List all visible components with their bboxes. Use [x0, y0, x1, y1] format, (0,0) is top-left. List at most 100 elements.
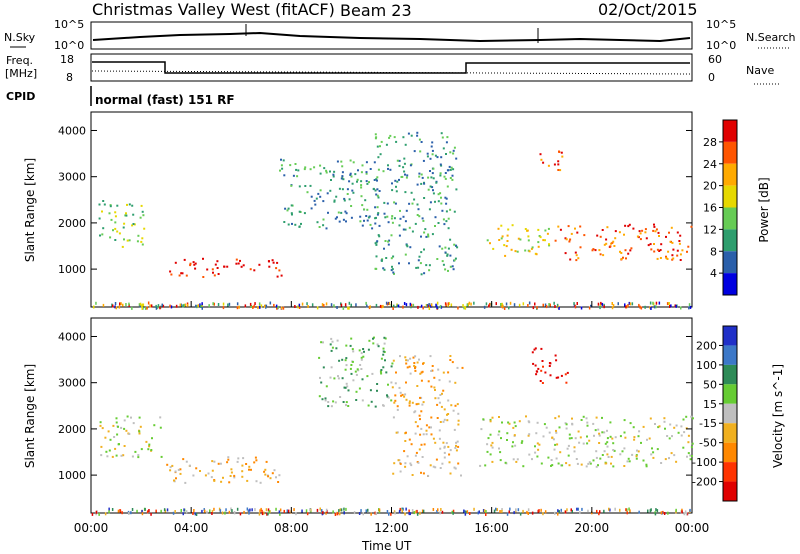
- clutter-cell: [150, 304, 153, 308]
- scatter-cell-1-3: [391, 386, 394, 389]
- clutter-cell: [193, 509, 195, 512]
- scatter-cell-1-5: [611, 437, 614, 440]
- scatter-cell-0-2: [337, 211, 340, 214]
- scatter-cell-0-3: [445, 202, 448, 205]
- scatter-cell-0-6: [653, 223, 655, 226]
- scatter-cell-1-3: [456, 403, 459, 406]
- scatter-cell-1-5: [551, 436, 554, 439]
- scatter-cell-0-3: [396, 180, 399, 183]
- scatter-cell-0-3: [440, 132, 443, 135]
- scatter-cell-1-5: [556, 443, 559, 446]
- clutter-cell: [577, 507, 579, 511]
- scatter-cell-1-5: [610, 455, 613, 458]
- scatter-cell-1-1: [253, 461, 256, 464]
- scatter-cell-0-2: [298, 225, 301, 228]
- x-tick-label: 00:00: [74, 521, 109, 535]
- scatter-cell-1-3: [417, 402, 420, 405]
- scatter-cell-1-3: [397, 459, 400, 462]
- clutter-cell: [254, 302, 256, 306]
- x-tick-label: 00:00: [675, 521, 710, 535]
- scatter-cell-0-6: [564, 237, 567, 240]
- scatter-cell-1-5: [654, 423, 656, 425]
- scatter-cell-1-5: [627, 457, 630, 460]
- clutter-cell: [639, 305, 641, 309]
- scatter-cell-1-3: [429, 464, 432, 467]
- clutter-cell: [482, 509, 485, 512]
- scatter-cell-0-6: [654, 230, 657, 233]
- scatter-cell-1-2: [322, 366, 325, 369]
- clutter-cell: [538, 509, 540, 513]
- scatter-cell-1-2: [369, 389, 372, 392]
- scatter-cell-0-4: [511, 224, 514, 227]
- scatter-cell-0-3: [445, 210, 448, 213]
- clutter-cell: [495, 507, 497, 511]
- colorbar-tick-label: 12: [703, 223, 717, 236]
- scatter-cell-0-3: [434, 154, 437, 157]
- scatter-cell-1-3: [431, 365, 434, 367]
- scatter-cell-0-3: [395, 185, 397, 188]
- clutter-cell: [557, 512, 559, 516]
- scatter-cell-0-2: [378, 224, 381, 227]
- scatter-cell-1-1: [263, 470, 266, 473]
- scatter-cell-1-3: [435, 458, 438, 461]
- scatter-cell-0-2: [309, 168, 312, 171]
- scatter-cell-1-3: [434, 389, 436, 391]
- scatter-cell-0-3: [403, 162, 406, 165]
- clutter-cell: [253, 304, 255, 308]
- scatter-cell-0-3: [441, 247, 444, 250]
- y-tick-label: 3000: [58, 377, 86, 390]
- scatter-cell-1-5: [586, 424, 589, 427]
- scatter-cell-1-5: [565, 423, 568, 426]
- clutter-cell: [192, 512, 194, 515]
- clutter-cell: [603, 305, 605, 309]
- scatter-cell-0-3: [398, 159, 401, 162]
- scatter-cell-0-3: [441, 136, 444, 139]
- scatter-cell-1-3: [442, 441, 445, 444]
- scatter-cell-1-5: [567, 444, 570, 447]
- scatter-cell-1-2: [334, 401, 337, 404]
- clutter-cell: [283, 509, 285, 513]
- clutter-cell: [638, 303, 640, 307]
- scatter-cell-1-1: [210, 476, 213, 479]
- clutter-cell: [222, 302, 225, 306]
- scatter-cell-0-3: [381, 258, 384, 261]
- scatter-cell-1-2: [351, 348, 354, 351]
- scatter-cell-0-3: [405, 209, 408, 212]
- scatter-cell-1-1: [182, 458, 185, 461]
- clutter-cell: [382, 304, 384, 308]
- scatter-cell-1-5: [513, 421, 516, 424]
- scatter-cell-1-4: [532, 362, 535, 365]
- scatter-cell-1-3: [427, 380, 430, 383]
- scatter-cell-0-4: [546, 232, 549, 235]
- scatter-cell-1-5: [542, 435, 545, 438]
- clutter-cell: [564, 510, 567, 514]
- clutter-cell: [527, 508, 530, 512]
- scatter-cell-0-1: [216, 260, 219, 263]
- scatter-cell-1-3: [443, 456, 446, 459]
- clutter-cell: [515, 508, 517, 512]
- scatter-cell-1-5: [555, 431, 558, 434]
- clutter-cell: [587, 509, 589, 513]
- scatter-cell-1-5: [487, 437, 490, 440]
- scatter-cell-1-3: [422, 362, 424, 365]
- scatter-cell-1-3: [420, 396, 423, 399]
- scatter-cell-0-6: [574, 227, 576, 230]
- colorbar-segment: [723, 120, 737, 142]
- clutter-cell: [301, 509, 303, 513]
- clutter-cell: [261, 512, 264, 516]
- scatter-cell-1-1: [245, 463, 248, 465]
- scatter-cell-1-5: [551, 464, 554, 467]
- scatter-cell-1-5: [543, 423, 546, 426]
- scatter-cell-0-3: [434, 225, 436, 227]
- scatter-cell-1-0: [137, 456, 140, 459]
- scatter-cell-0-2: [345, 220, 347, 223]
- scatter-cell-0-3: [429, 170, 431, 172]
- scatter-cell-1-3: [395, 431, 398, 434]
- scatter-cell-0-1: [174, 261, 177, 264]
- scatter-cell-1-3: [443, 451, 446, 454]
- scatter-cell-0-0: [132, 223, 135, 225]
- scatter-cell-1-4: [555, 376, 558, 379]
- clutter-cell: [228, 302, 231, 306]
- scatter-cell-1-4: [548, 365, 551, 367]
- scatter-cell-1-5: [603, 431, 606, 434]
